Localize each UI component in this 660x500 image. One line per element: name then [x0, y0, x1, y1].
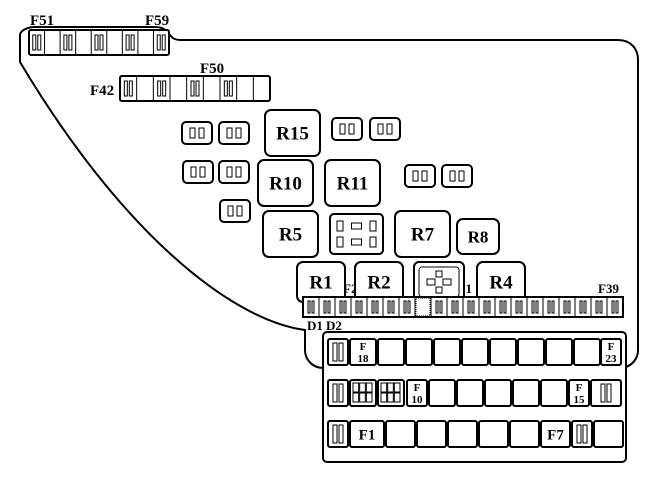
- mini-relay-3: [370, 118, 400, 140]
- svg-text:R15: R15: [276, 124, 309, 145]
- panel-cell-r2-c4: [448, 421, 477, 447]
- svg-text:R1: R1: [309, 273, 332, 294]
- panel-cell-r1-c5: [457, 380, 483, 406]
- mini-relay-4: [183, 161, 213, 183]
- panel-cell-r1-c9: F15: [569, 380, 589, 406]
- mini-relay-8: [220, 200, 250, 222]
- mini-relay-5: [219, 161, 249, 183]
- svg-text:10: 10: [412, 394, 424, 406]
- panel-cell-r1-c3: F10: [407, 380, 427, 406]
- fuse-panel: F18F23F10F15F1F7: [323, 332, 626, 462]
- panel-cell-r1-c1: [350, 380, 376, 406]
- panel-cell-r2-c9: [594, 421, 623, 447]
- panel-cell-r1-c4: [429, 380, 455, 406]
- svg-text:F: F: [360, 341, 367, 353]
- label-f50: F50: [200, 61, 224, 77]
- svg-text:15: 15: [574, 394, 586, 406]
- panel-cell-r2-c0: [328, 421, 348, 447]
- relay-r11: R11: [325, 160, 380, 206]
- svg-text:R10: R10: [269, 174, 302, 195]
- svg-text:F: F: [576, 382, 583, 394]
- panel-cell-r0-c0: [328, 339, 348, 365]
- strip-mid: [120, 76, 270, 101]
- panel-cell-r1-c6: [485, 380, 511, 406]
- svg-text:R11: R11: [337, 174, 369, 195]
- panel-cell-r0-c7: [518, 339, 544, 365]
- relay-r10: R10: [258, 160, 313, 206]
- svg-text:R7: R7: [411, 225, 435, 246]
- strip-top: [29, 30, 169, 55]
- panel-cell-r2-c8: [572, 421, 592, 447]
- panel-cell-r0-c10: F23: [601, 339, 621, 365]
- label-f51: F51: [30, 13, 54, 29]
- panel-cell-r2-c5: [479, 421, 508, 447]
- strip-f24: [303, 297, 623, 317]
- panel-cell-r2-c2: [386, 421, 415, 447]
- relay-r7: R7: [395, 211, 450, 257]
- label-f59: F59: [145, 13, 169, 29]
- svg-text:18: 18: [358, 353, 370, 365]
- panel-cell-r0-c3: [406, 339, 432, 365]
- mini-relay-7: [442, 165, 472, 187]
- label-d2: D2: [326, 318, 342, 333]
- relay-r8: R8: [457, 219, 499, 254]
- panel-cell-r1-c10: [591, 380, 621, 406]
- panel-cell-r0-c4: [434, 339, 460, 365]
- svg-text:23: 23: [606, 353, 618, 365]
- panel-cell-r2-c7: F7: [541, 421, 570, 447]
- svg-text:F: F: [608, 341, 615, 353]
- svg-text:F7: F7: [547, 427, 564, 443]
- mini-relay-2: [332, 118, 362, 140]
- panel-cell-r0-c2: [378, 339, 404, 365]
- panel-cell-r2-c1: F1: [350, 421, 384, 447]
- panel-cell-r0-c8: [546, 339, 572, 365]
- relay-r15: R15: [265, 110, 320, 156]
- panel-cell-r1-c0: [328, 380, 348, 406]
- panel-cell-r1-c8: [541, 380, 567, 406]
- relay-r5: R5: [263, 211, 318, 257]
- mini-relay-6: [405, 165, 435, 187]
- svg-text:R5: R5: [279, 225, 302, 246]
- panel-cell-r0-c6: [490, 339, 516, 365]
- svg-text:F: F: [414, 382, 421, 394]
- svg-text:F1: F1: [359, 427, 376, 443]
- label-f39: F39: [598, 281, 619, 296]
- panel-cell-r2-c3: [417, 421, 446, 447]
- mini-relay-0: [182, 122, 212, 144]
- panel-cell-r0-c9: [574, 339, 600, 365]
- mini-relay-1: [219, 122, 249, 144]
- svg-text:R2: R2: [367, 273, 390, 294]
- panel-cell-r0-c1: F18: [350, 339, 376, 365]
- panel-cell-r1-c7: [513, 380, 539, 406]
- label-d1: D1: [307, 318, 323, 333]
- panel-cell-r0-c5: [462, 339, 488, 365]
- panel-cell-r1-c2: [378, 380, 404, 406]
- panel-cell-r2-c6: [510, 421, 539, 447]
- svg-text:R8: R8: [468, 227, 489, 246]
- svg-text:R4: R4: [489, 273, 513, 294]
- r6-conn: [330, 214, 383, 254]
- label-f42: F42: [90, 83, 114, 99]
